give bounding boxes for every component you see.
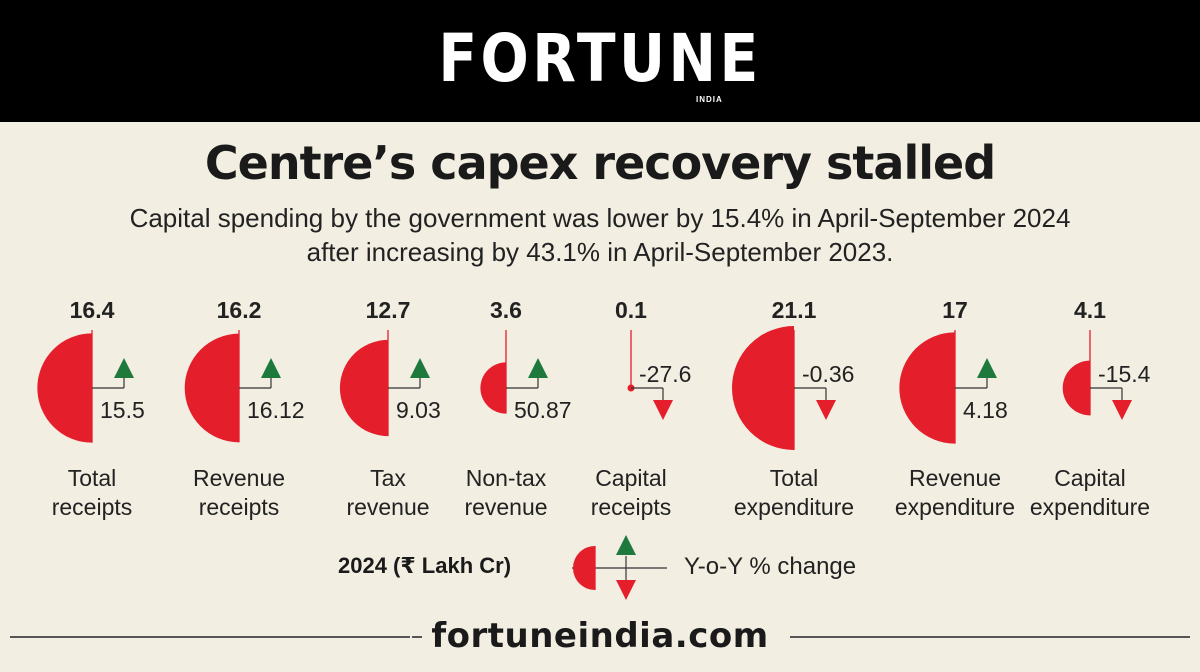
footer-rule-right: [790, 636, 1190, 638]
category-label: receipts: [199, 494, 280, 520]
subtitle-line-2: after increasing by 43.1% in April-Septe…: [306, 237, 894, 267]
category-label: Total: [68, 465, 117, 491]
change-label: 50.87: [514, 397, 572, 423]
value-bubble: [899, 332, 955, 444]
footer-rule-far-left: [10, 636, 410, 638]
value-bubble: [184, 333, 239, 443]
legend-value-label: 2024 (₹ Lakh Cr): [338, 553, 512, 578]
value-label: 16.4: [70, 297, 115, 323]
masthead: FORTUNE INDIA: [0, 0, 1200, 122]
value-bubble: [339, 339, 388, 437]
footer-url: fortuneindia.com: [431, 616, 769, 656]
value-label: 17: [942, 297, 968, 323]
category-label: Tax: [370, 465, 406, 491]
category-label: Total: [770, 465, 819, 491]
value-label: 12.7: [366, 297, 411, 323]
category-label: expenditure: [895, 494, 1015, 520]
change-label: 9.03: [396, 397, 441, 423]
legend-bubble: [573, 546, 595, 590]
category-label: Capital: [1054, 465, 1126, 491]
brand-sub: INDIA: [696, 95, 723, 104]
value-label: 16.2: [217, 297, 262, 323]
subtitle-line-1: Capital spending by the government was l…: [129, 203, 1071, 233]
change-arrow-down: [816, 400, 836, 420]
change-arrow-up: [410, 358, 430, 378]
change-label: -0.36: [802, 361, 854, 387]
category-label: expenditure: [1030, 494, 1150, 520]
category-label: Revenue: [909, 465, 1001, 491]
category-label: receipts: [591, 494, 672, 520]
chart-title: Centre’s capex recovery stalled: [204, 136, 996, 190]
category-label: receipts: [52, 494, 133, 520]
category-label: Non-tax: [466, 465, 547, 491]
change-label: -27.6: [639, 361, 691, 387]
change-label: 4.18: [963, 397, 1008, 423]
legend-change-label: Y-o-Y % change: [684, 553, 857, 580]
change-arrow-up: [261, 358, 281, 378]
footer-rule-left: [412, 636, 422, 638]
category-label: revenue: [346, 494, 429, 520]
legend-arrow-up: [616, 535, 636, 555]
value-label: 3.6: [490, 297, 522, 323]
value-bubble: [480, 362, 506, 414]
brand-logo: FORTUNE: [438, 20, 762, 97]
value-bubble: [1062, 360, 1090, 416]
value-bubble: [37, 333, 92, 443]
legend-arrow-down: [616, 580, 636, 600]
chart-subtitle: Capital spending by the government was l…: [40, 201, 1160, 269]
change-label: -15.4: [1098, 361, 1151, 387]
change-arrow-down: [653, 400, 673, 420]
change-label: 16.12: [247, 397, 305, 423]
change-arrow-up: [114, 358, 134, 378]
change-arrow-down: [1112, 400, 1132, 420]
category-label: Capital: [595, 465, 667, 491]
category-label: Revenue: [193, 465, 285, 491]
value-label: 21.1: [772, 297, 817, 323]
category-label: expenditure: [734, 494, 854, 520]
change-arrow-up: [977, 358, 997, 378]
change-arrow-up: [528, 358, 548, 378]
change-label: 15.5: [100, 397, 145, 423]
category-label: revenue: [464, 494, 547, 520]
value-label: 0.1: [615, 297, 647, 323]
value-label: 4.1: [1074, 297, 1106, 323]
value-bubble: [732, 326, 794, 450]
